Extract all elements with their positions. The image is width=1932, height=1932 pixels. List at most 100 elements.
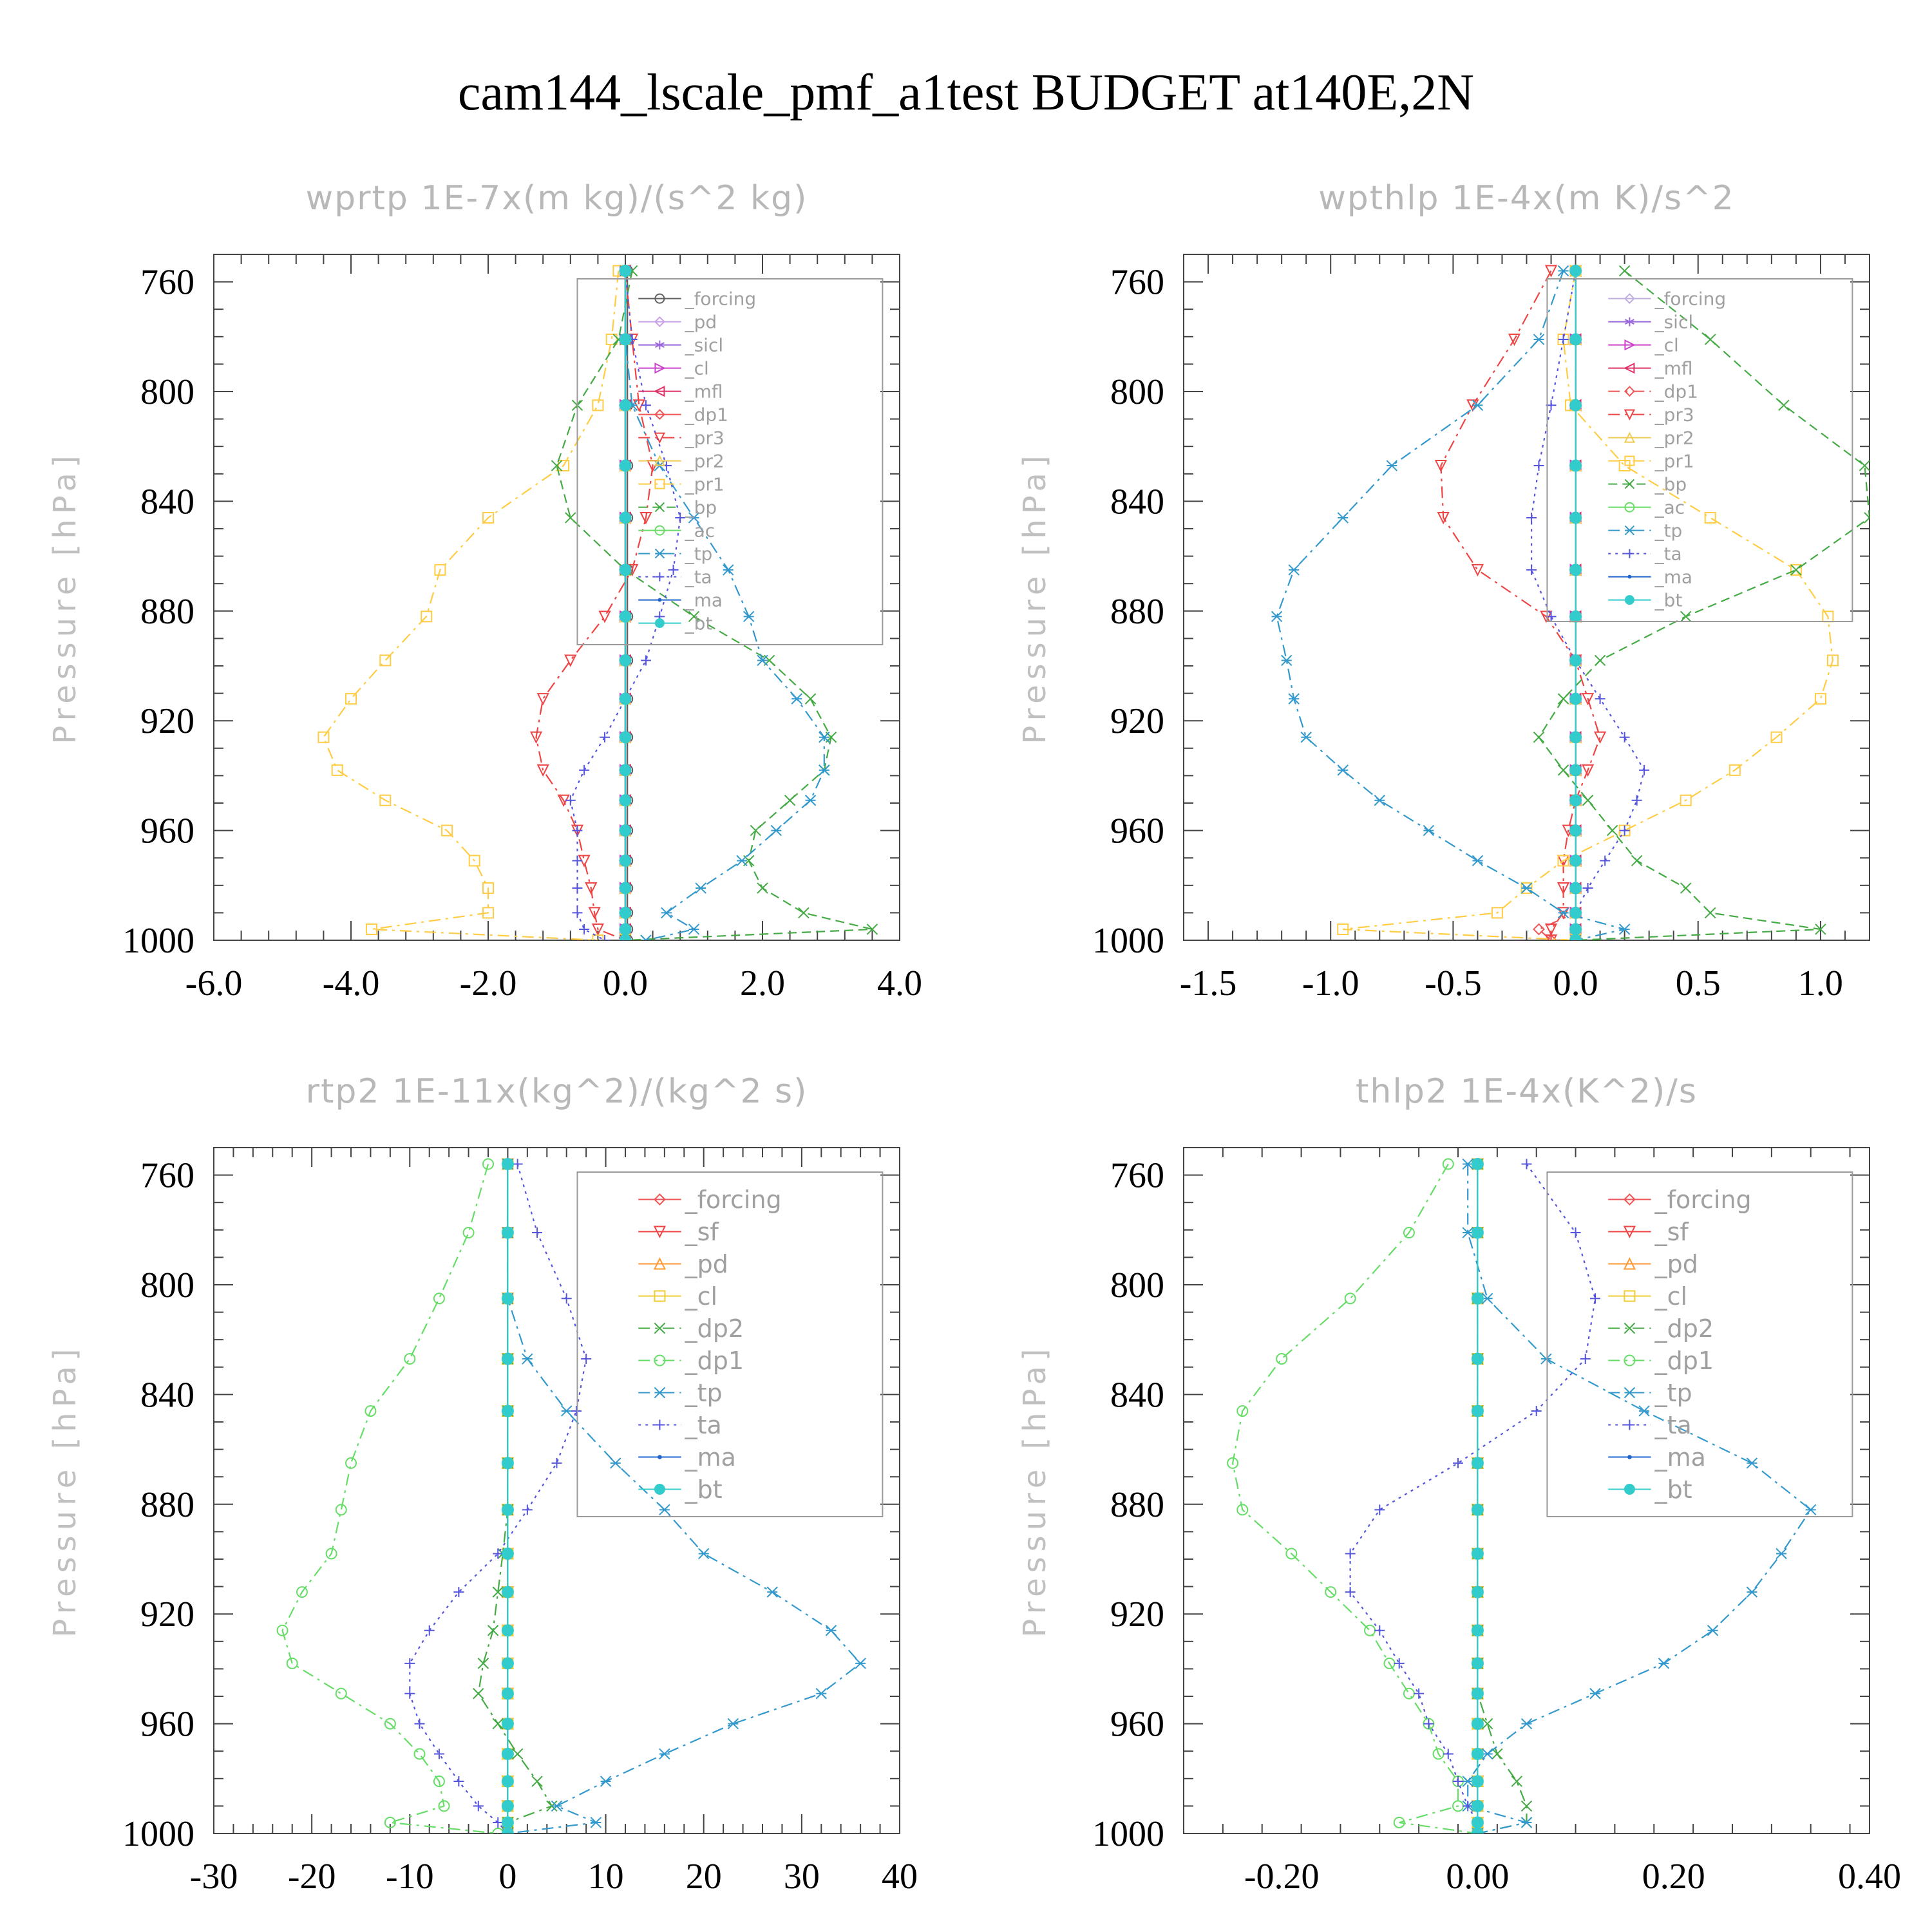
legend-marker (1624, 1484, 1634, 1495)
x-tick-label: -1.5 (1180, 963, 1237, 1003)
x-tick-label: 30 (784, 1857, 820, 1897)
x-tick-label: -1.0 (1302, 963, 1359, 1003)
series-point_bt (502, 1586, 513, 1598)
y-tick-label: 960 (140, 811, 194, 851)
series-point_bt (1472, 1227, 1483, 1238)
legend-label: _forcing (685, 288, 757, 309)
series-point_bt (620, 693, 631, 705)
legend-label: _mfl (685, 381, 723, 402)
series-point_bt (1472, 1776, 1483, 1787)
legend-label: _tp (685, 543, 713, 564)
series-point_bt (1570, 825, 1582, 837)
y-tick-label: 880 (140, 592, 194, 632)
series-point_bt (1472, 1504, 1483, 1515)
y-tick-label: 800 (1110, 1265, 1164, 1305)
series-point_bt (502, 1748, 513, 1759)
legend-label: _dp1 (685, 404, 728, 425)
series-point_bt (620, 512, 631, 524)
series-point_bt (502, 1405, 513, 1417)
y-tick-label: 760 (140, 263, 194, 303)
panel-title: wprtp 1E-7x(m kg)/(s^2 kg) (306, 179, 808, 218)
series-point_bt (620, 654, 631, 666)
series-point_bt (502, 1548, 513, 1559)
series-point_bt (502, 1776, 513, 1787)
x-tick-label: 10 (588, 1857, 624, 1897)
legend-label: _tp (685, 1379, 723, 1407)
legend-label: _dp1 (1654, 381, 1698, 402)
series-point_bt (1570, 334, 1582, 345)
series-point_bt (1472, 1293, 1483, 1304)
legend-label: _cl (685, 357, 709, 379)
y-tick-label: 960 (1110, 811, 1164, 851)
series-point_bt (1570, 399, 1582, 411)
x-tick-label: 0.0 (1553, 963, 1598, 1003)
legend-label: _mfl (1654, 357, 1693, 379)
legend-label: _dp1 (685, 1347, 744, 1375)
y-tick-label: 1000 (122, 921, 194, 961)
series-point_bt (1472, 1353, 1483, 1365)
y-tick-label: 880 (140, 1485, 194, 1525)
legend-label: _ma (685, 589, 723, 611)
x-tick-label: 20 (686, 1857, 722, 1897)
series-point_bt (502, 1159, 513, 1170)
legend-label: _bt (1654, 589, 1683, 611)
series-point_bt (1570, 512, 1582, 524)
legend-label: _tp (1654, 520, 1683, 541)
y-tick-label: 840 (140, 482, 194, 522)
series-point_bt (620, 923, 631, 935)
series-point_bt (502, 1658, 513, 1669)
legend-label: _bp (1654, 473, 1687, 495)
series-point_bt (1472, 1718, 1483, 1730)
legend-label: _pr2 (685, 450, 724, 471)
x-tick-label: 0.40 (1838, 1857, 1901, 1897)
series-point_bt (620, 795, 631, 806)
series-point_bt (620, 334, 631, 345)
series-point_bt (620, 732, 631, 743)
series-point_bt (1570, 732, 1582, 743)
legend-label: _cl (1654, 334, 1679, 355)
legend-marker (658, 1455, 662, 1459)
series-point_bt (1570, 923, 1582, 935)
series-point_bt (1570, 564, 1582, 576)
series-point_bt (1472, 1800, 1483, 1812)
y-tick-label: 880 (1110, 1485, 1164, 1525)
series-point_bt (620, 460, 631, 471)
x-tick-label: -6.0 (185, 963, 243, 1003)
y-axis-label: Pressure [hPa] (1017, 1343, 1053, 1637)
legend-label: _pr2 (1654, 427, 1694, 448)
y-tick-label: 800 (140, 1265, 194, 1305)
y-tick-label: 880 (1110, 592, 1164, 632)
figure-title: cam144_lscale_pmf_a1test BUDGET at140E,2… (458, 64, 1474, 121)
series-point_bt (1570, 265, 1582, 277)
y-tick-label: 840 (1110, 1375, 1164, 1415)
legend-marker (658, 598, 661, 601)
legend-label: _cl (1654, 1282, 1687, 1311)
x-tick-label: -2.0 (460, 963, 517, 1003)
y-tick-label: 760 (1110, 263, 1164, 303)
legend-label: _sf (1654, 1218, 1690, 1246)
legend-marker (654, 1484, 665, 1495)
series-point_bt (620, 907, 631, 918)
legend-marker (655, 619, 664, 628)
x-tick-label: -0.5 (1425, 963, 1482, 1003)
series-point_bt (1472, 1817, 1483, 1828)
y-axis-label: Pressure [hPa] (47, 1343, 83, 1637)
legend-label: _ta (685, 1411, 722, 1439)
x-tick-label: 0.5 (1676, 963, 1721, 1003)
panel-title: rtp2 1E-11x(kg^2)/(kg^2 s) (306, 1072, 808, 1111)
series-point_bt (620, 265, 631, 277)
legend-label: _pr1 (685, 473, 724, 495)
series-point_bt (1472, 1748, 1483, 1759)
series-point_bt (1570, 907, 1582, 918)
series-point_bt (620, 825, 631, 837)
series-point_bt (1472, 1548, 1483, 1559)
y-tick-label: 840 (140, 1375, 194, 1415)
y-tick-label: 920 (1110, 1595, 1164, 1634)
x-tick-label: 40 (882, 1857, 918, 1897)
legend-label: _tp (1654, 1379, 1692, 1407)
series-point_bt (1570, 611, 1582, 622)
legend-label: _ma (1654, 566, 1692, 587)
series-point_bt (1472, 1457, 1483, 1469)
series-point_bt (502, 1227, 513, 1238)
